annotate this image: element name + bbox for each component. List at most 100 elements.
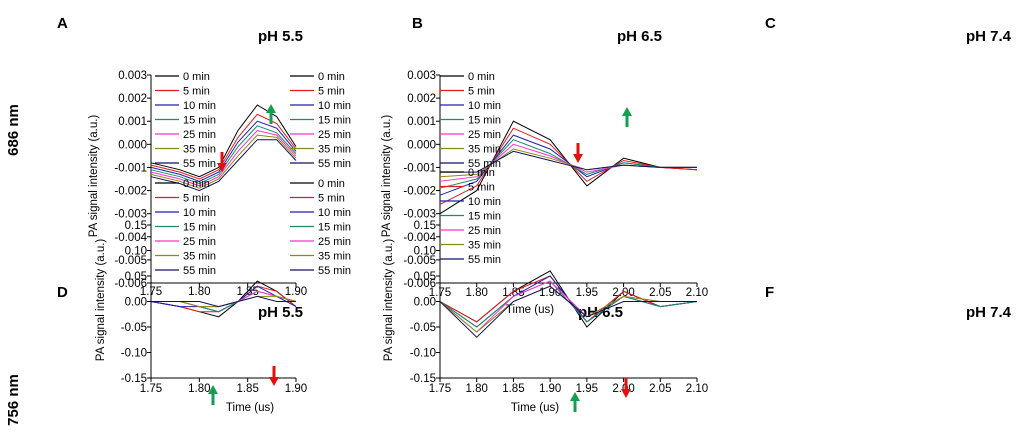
xlabel-e: Time (us) <box>511 402 559 414</box>
xtick-label-b: 1.75 <box>429 287 451 299</box>
series-line-a-0 <box>150 104 297 178</box>
panel-letter-a: A <box>57 15 68 32</box>
legend-label-a2: 25 min <box>318 129 351 141</box>
legend-label-a: 25 min <box>183 129 216 141</box>
ytick-label-e: -0.10 <box>410 348 436 360</box>
legend-label-d: 35 min <box>183 251 216 263</box>
ytick-label-d: 0.10 <box>125 246 147 258</box>
ytick-label-a: -0.003 <box>114 209 147 221</box>
ytick-label-b: -0.002 <box>403 186 436 198</box>
xlabel-b: Time (us) <box>506 304 554 316</box>
legend-label-a2: 15 min <box>318 115 351 127</box>
ytick-label-b: -0.001 <box>403 162 436 174</box>
legend-label-d: 0 min <box>183 178 210 190</box>
ytick-label-a: 0.003 <box>118 70 147 82</box>
legend-label-a2: 0 min <box>318 71 345 83</box>
legend-label-b: 5 min <box>468 86 495 98</box>
xtick-label-d: 1.90 <box>285 383 307 395</box>
ytick-label-e: -0.05 <box>410 322 436 334</box>
arrow-down-e <box>621 378 631 398</box>
legend-label-e: 55 min <box>468 254 501 266</box>
series-line-a-1 <box>150 113 297 180</box>
legend-label-b: 15 min <box>468 115 501 127</box>
legend-label-e: 25 min <box>468 225 501 237</box>
legend-label-e: 0 min <box>468 167 495 179</box>
arrow-up-b <box>622 107 632 127</box>
legend-label-b: 35 min <box>468 144 501 156</box>
legend-label-d2: 15 min <box>318 222 351 234</box>
ytick-label-a: -0.004 <box>114 232 147 244</box>
arrow-up-d <box>208 385 218 405</box>
arrow-up-a <box>266 104 276 124</box>
xtick-label-e: 2.05 <box>649 383 671 395</box>
row-label-756: 756 nm <box>5 374 22 426</box>
legend-label-a2: 10 min <box>318 100 351 112</box>
arrow-down-d <box>269 366 279 386</box>
legend-label-d2: 10 min <box>318 207 351 219</box>
arrow-down-b <box>573 143 583 163</box>
legend-label-b: 55 min <box>468 158 501 170</box>
ylabel-d: PA signal intensity (a.u.) <box>95 239 107 362</box>
series-line-a-6 <box>150 139 297 192</box>
legend-label-d2: 5 min <box>318 193 345 205</box>
series-layer <box>150 104 698 338</box>
legend-label-e: 15 min <box>468 211 501 223</box>
ytick-label-a: 0.002 <box>118 93 147 105</box>
title-d: pH 5.5 <box>258 304 303 321</box>
legend-label-d: 10 min <box>183 207 216 219</box>
legend-label-d: 5 min <box>183 193 210 205</box>
legend-label-d: 55 min <box>183 265 216 277</box>
legend-label-e: 35 min <box>468 240 501 252</box>
ytick-label-a: -0.002 <box>114 186 147 198</box>
legend-label-b: 10 min <box>468 100 501 112</box>
ytick-label-e: 0.15 <box>414 220 436 232</box>
ytick-label-b: 0.002 <box>407 93 436 105</box>
ytick-label-a: -0.001 <box>114 162 147 174</box>
series-line-a-5 <box>150 134 297 189</box>
panel-letter-b: B <box>412 15 423 32</box>
legend-label-a: 0 min <box>183 71 210 83</box>
title-c: pH 7.4 <box>966 28 1012 45</box>
ytick-label-b: -0.005 <box>403 255 436 267</box>
ytick-label-a: 0.000 <box>118 139 147 151</box>
ytick-label-b: 0.000 <box>407 139 436 151</box>
ytick-label-a: -0.006 <box>114 278 147 290</box>
panel-letter-d: D <box>57 284 68 301</box>
xtick-label-e: 1.90 <box>539 383 561 395</box>
series-line-d-6 <box>151 295 296 308</box>
legend-label-a: 55 min <box>183 158 216 170</box>
ytick-label-d: -0.05 <box>121 322 147 334</box>
legend-label-d2: 0 min <box>318 178 345 190</box>
ytick-label-b: -0.003 <box>403 209 436 221</box>
ytick-label-a: 0.001 <box>118 116 147 128</box>
ticks-layer: -0.006 -0.005 -0.004 -0.003 -0.002 -0.001 0.00… <box>114 70 708 395</box>
xtick-label-e: 2.10 <box>686 383 708 395</box>
legend-label-e: 5 min <box>468 182 495 194</box>
ytick-label-d: -0.10 <box>121 348 147 360</box>
xtick-label-e: 1.75 <box>429 383 451 395</box>
legend-label-a: 15 min <box>183 115 216 127</box>
legend-label-b: 25 min <box>468 129 501 141</box>
xtick-label-b: 2.05 <box>649 287 671 299</box>
xtick-label-e: 1.95 <box>576 383 598 395</box>
legend-layer: 0 min 5 min 10 min 15 min 25 min 35 min 55 min… <box>155 71 501 277</box>
series-line-a-2 <box>150 120 297 182</box>
ytick-label-e: -0.15 <box>410 373 436 385</box>
arrow-up-e <box>570 392 580 412</box>
legend-label-b: 0 min <box>468 71 495 83</box>
xtick-label-d: 1.80 <box>188 383 210 395</box>
xlabel-d: Time (us) <box>226 402 274 414</box>
series-line-a-3 <box>150 125 297 185</box>
ytick-label-d: 0.05 <box>125 271 147 283</box>
xtick-label-e: 1.80 <box>466 383 488 395</box>
xtick-label-a: 1.90 <box>285 286 307 298</box>
ytick-label-e: 0.00 <box>414 297 436 309</box>
xtick-label-b: 2.10 <box>686 287 708 299</box>
panel-letter-c: C <box>765 15 776 32</box>
row-label-686: 686 nm <box>5 104 22 156</box>
series-line-e-6 <box>439 285 697 338</box>
ytick-label-b: 0.001 <box>407 116 436 128</box>
legend-label-e: 10 min <box>468 196 501 208</box>
arrow-layer <box>208 104 632 412</box>
